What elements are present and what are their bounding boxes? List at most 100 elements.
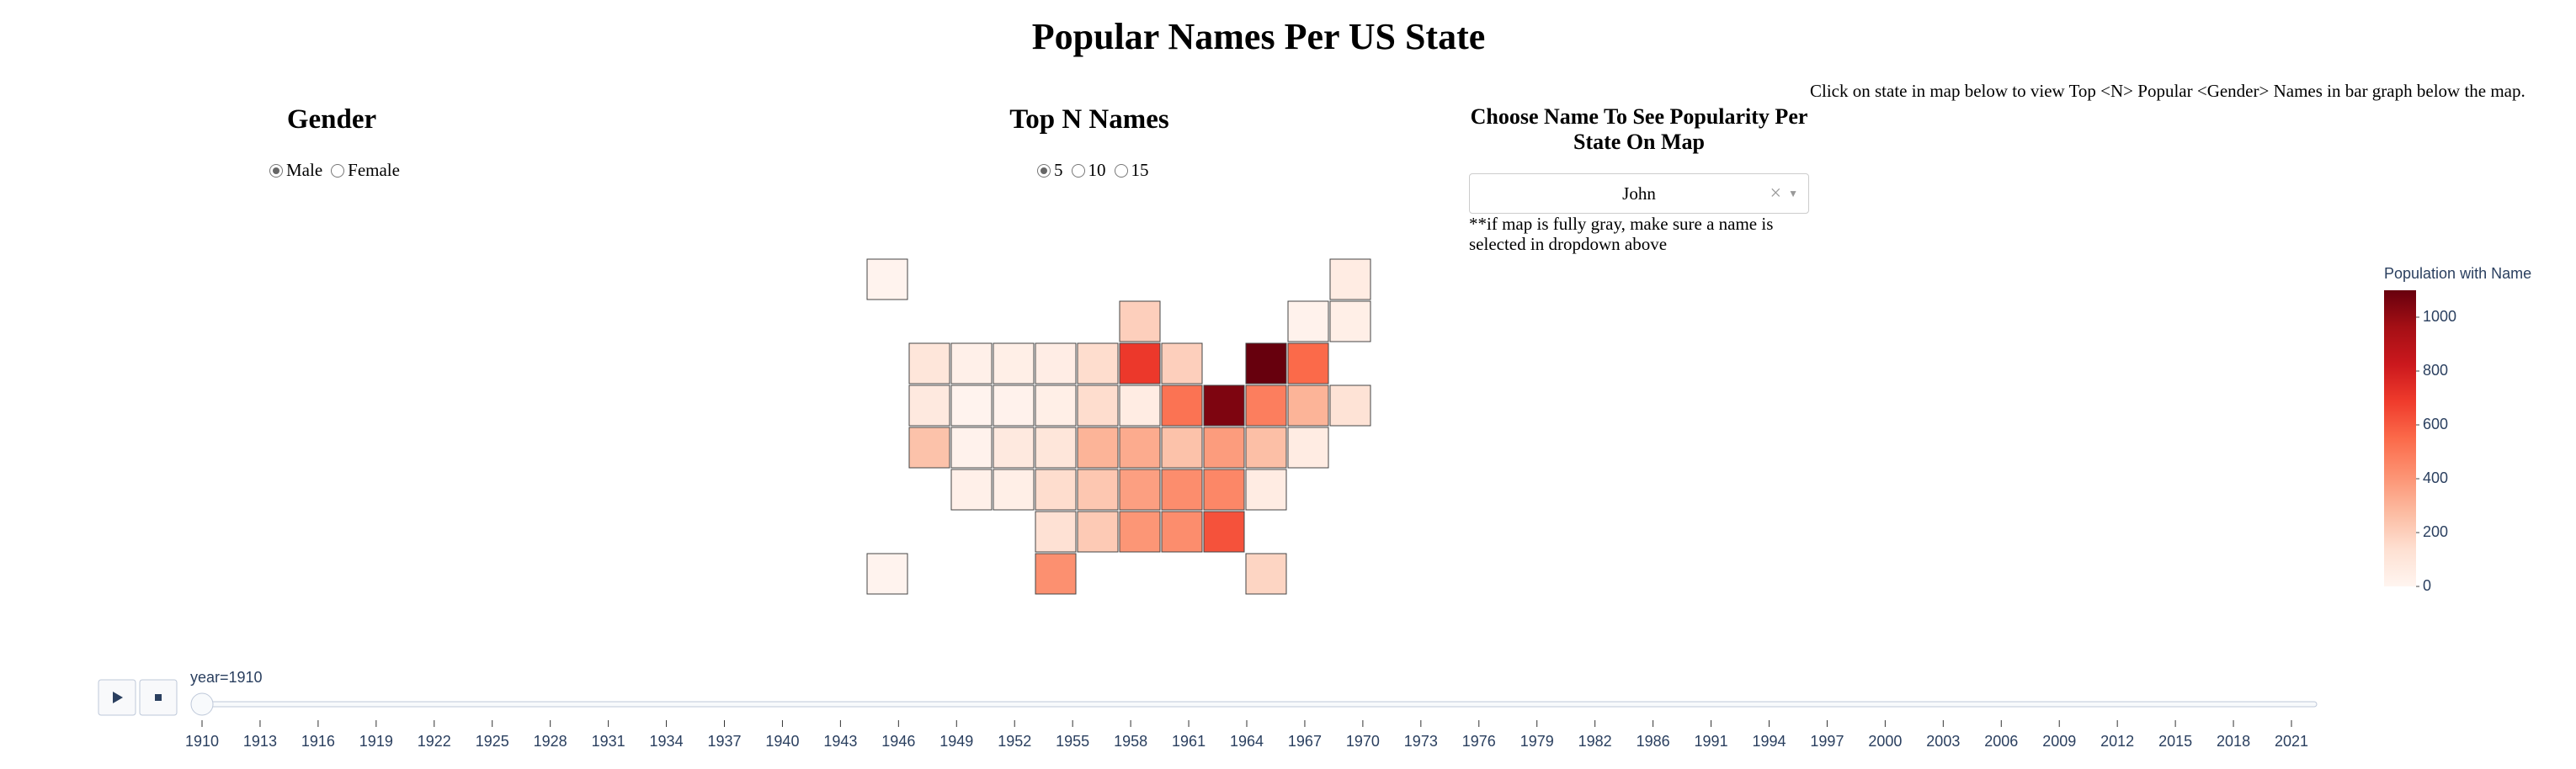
state	[1077, 342, 1119, 384]
state	[993, 427, 1035, 469]
state	[1161, 511, 1203, 553]
slider-tick-label: 2003	[1926, 733, 1960, 750]
slider-tick-label: 1979	[1520, 733, 1554, 750]
slider-tick-label: 1940	[765, 733, 799, 750]
state	[1203, 511, 1245, 553]
radio-label: Female	[348, 160, 400, 180]
slider-tick-label: 1986	[1637, 733, 1670, 750]
slider-tick-label: 1973	[1404, 733, 1438, 750]
slider-tick-label: 1943	[823, 733, 857, 750]
state	[1119, 469, 1161, 511]
slider-tick-label: 1955	[1056, 733, 1089, 750]
state	[1077, 384, 1119, 427]
state	[1161, 342, 1203, 384]
state	[1119, 511, 1161, 553]
state	[1245, 553, 1287, 595]
colorbar-tick-label: 400	[2423, 469, 2448, 486]
gender-label: Gender	[286, 104, 377, 135]
state	[1287, 384, 1329, 427]
slider-handle[interactable]	[190, 692, 214, 716]
state	[1077, 469, 1119, 511]
dropdown-value: John	[1622, 183, 1656, 204]
state	[950, 427, 993, 469]
play-icon	[113, 692, 123, 703]
state	[1329, 258, 1371, 300]
state	[1077, 511, 1119, 553]
state	[1035, 553, 1077, 595]
state	[1245, 384, 1287, 427]
radio-button[interactable]	[1114, 163, 1128, 178]
state	[993, 384, 1035, 427]
radio-button[interactable]	[331, 163, 345, 178]
state	[1329, 300, 1371, 342]
state	[908, 342, 950, 384]
slider-tick-label: 1967	[1288, 733, 1322, 750]
slider-tick-label: 1991	[1695, 733, 1728, 750]
slider-tick-label: 2018	[2217, 733, 2250, 750]
slider-tick-label: 2015	[2158, 733, 2192, 750]
gender-radio: Male Female	[269, 160, 405, 181]
radio-label: 5	[1054, 160, 1063, 180]
slider-tick-label: 1994	[1752, 733, 1786, 750]
radio-button[interactable]	[1071, 163, 1085, 178]
slider-tick-label: 2012	[2100, 733, 2134, 750]
colorbar-tick-label: 600	[2423, 416, 2448, 432]
stop-icon	[155, 694, 162, 701]
state	[950, 342, 993, 384]
slider-tick-label: 1982	[1578, 733, 1612, 750]
state	[1245, 469, 1287, 511]
slider-label: year=1910	[190, 669, 263, 686]
slider-tick-label: 1952	[998, 733, 1031, 750]
state	[1035, 427, 1077, 469]
state	[1203, 384, 1245, 427]
state	[1035, 511, 1077, 553]
radio-label: 10	[1088, 160, 1106, 180]
state	[1035, 342, 1077, 384]
state	[1245, 427, 1287, 469]
slider-tick-label: 1934	[650, 733, 684, 750]
page-title: Popular Names Per US State	[1031, 16, 1486, 57]
slider-tick-label: 2009	[2042, 733, 2076, 750]
state	[1161, 469, 1203, 511]
slider-tick-label: 1925	[476, 733, 509, 750]
dropdown[interactable]: John × ▼	[1469, 173, 1809, 214]
state	[1119, 427, 1161, 469]
slider-tick-label: 1916	[301, 733, 335, 750]
radio-label: 15	[1131, 160, 1149, 180]
state	[908, 384, 950, 427]
slider-tick-label: 1928	[534, 733, 567, 750]
slider-tick-label: 1961	[1172, 733, 1206, 750]
topn-label: Top N Names	[1009, 104, 1169, 135]
radio-button[interactable]	[1037, 163, 1051, 178]
colorbar	[2384, 290, 2416, 586]
slider-tick-label: 2000	[1868, 733, 1902, 750]
state	[1203, 469, 1245, 511]
state	[866, 553, 908, 595]
state	[866, 258, 908, 300]
instruction: Click on state in map below to view Top …	[1810, 81, 2525, 101]
colorbar-tick-label: 200	[2423, 523, 2448, 540]
state	[908, 427, 950, 469]
slider-tick-label: 1970	[1346, 733, 1380, 750]
topn-radio: 5 10 15	[1037, 160, 1154, 181]
colorbar-title: Population with Name	[2384, 265, 2531, 282]
caret-icon: ▼	[1788, 187, 1798, 199]
slider-track	[193, 701, 2318, 708]
clear-icon[interactable]: ×	[1770, 182, 1781, 204]
colorbar-tick-label: 1000	[2423, 308, 2456, 325]
state	[1245, 342, 1287, 384]
state	[1035, 384, 1077, 427]
state	[1287, 427, 1329, 469]
slider-tick-label: 1913	[243, 733, 277, 750]
dropdown-label: Choose Name To See Popularity Per State …	[1470, 104, 1808, 154]
slider-tick-label: 1946	[881, 733, 915, 750]
state	[950, 384, 993, 427]
radio-button[interactable]	[269, 163, 283, 178]
slider-tick-label: 1919	[359, 733, 393, 750]
state	[1329, 384, 1371, 427]
dropdown-note: **if map is fully gray, make sure a name…	[1469, 214, 1774, 254]
state	[993, 469, 1035, 511]
state	[1203, 427, 1245, 469]
